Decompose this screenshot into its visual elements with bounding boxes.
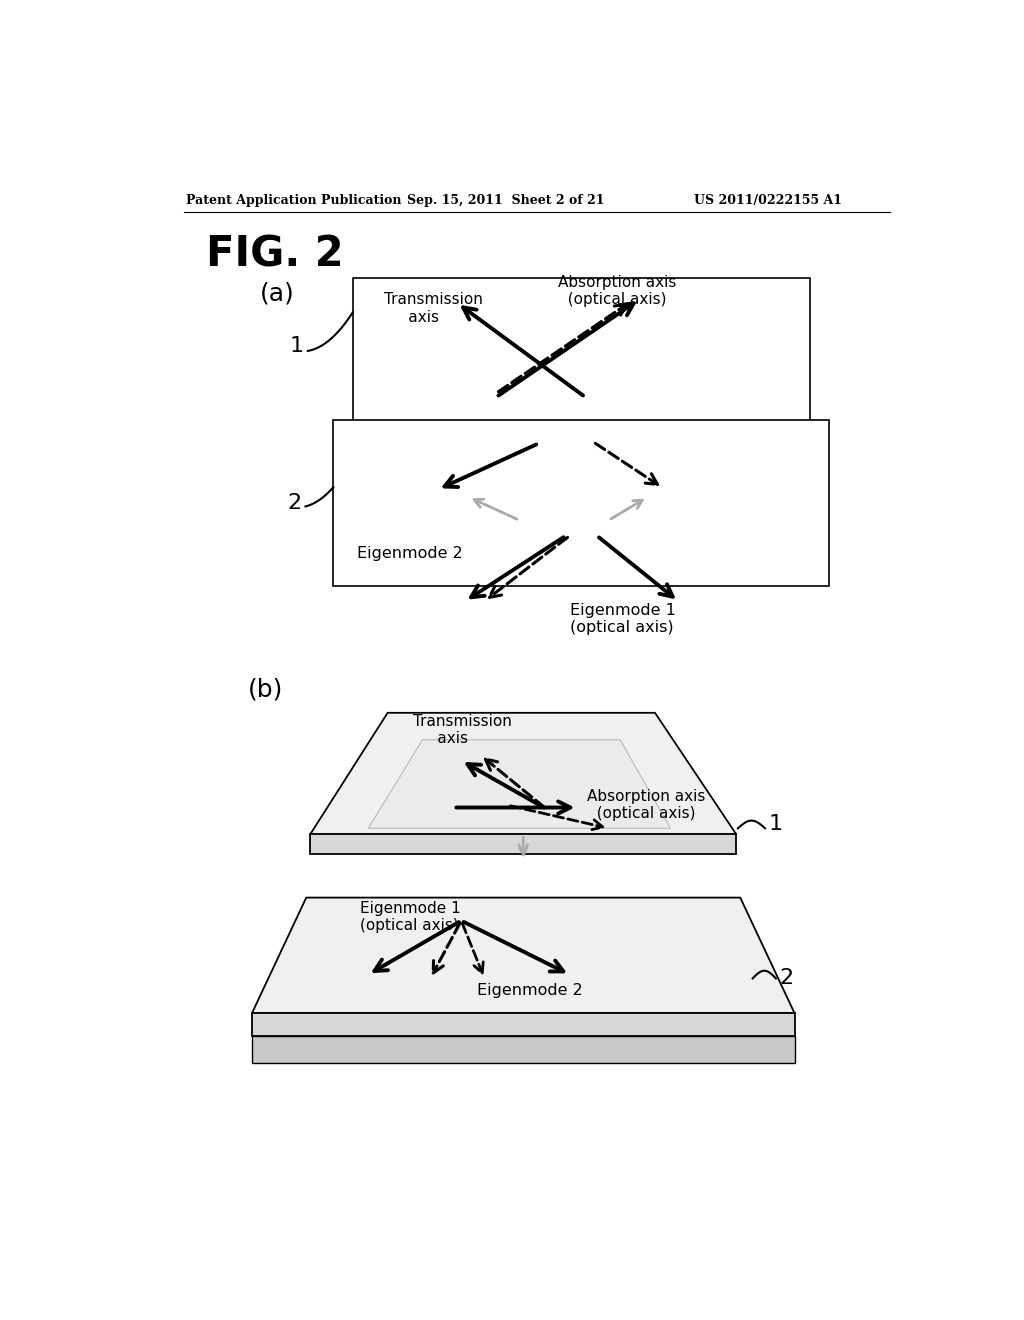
Text: 1: 1 <box>768 814 782 834</box>
Polygon shape <box>252 1014 795 1036</box>
Text: (b): (b) <box>248 677 284 702</box>
Text: (a): (a) <box>260 281 295 305</box>
Text: Eigenmode 1
(optical axis): Eigenmode 1 (optical axis) <box>569 603 676 635</box>
Bar <box>352 277 810 532</box>
Polygon shape <box>310 834 736 854</box>
Text: Eigenmode 2: Eigenmode 2 <box>477 982 583 998</box>
Text: Patent Application Publication: Patent Application Publication <box>186 194 401 207</box>
Text: Absorption axis
  (optical axis): Absorption axis (optical axis) <box>587 789 706 821</box>
Text: 2: 2 <box>779 969 794 989</box>
Text: Absorption axis
  (optical axis): Absorption axis (optical axis) <box>558 275 677 308</box>
Text: 2: 2 <box>288 494 302 513</box>
Text: US 2011/0222155 A1: US 2011/0222155 A1 <box>693 194 842 207</box>
Polygon shape <box>252 1036 795 1063</box>
Text: Transmission
     axis: Transmission axis <box>384 292 482 325</box>
Text: Sep. 15, 2011  Sheet 2 of 21: Sep. 15, 2011 Sheet 2 of 21 <box>407 194 604 207</box>
Text: Eigenmode 1
(optical axis): Eigenmode 1 (optical axis) <box>360 900 461 933</box>
Text: FIG. 2: FIG. 2 <box>206 234 343 276</box>
Text: Eigenmode 2: Eigenmode 2 <box>356 546 463 561</box>
Text: Transmission
     axis: Transmission axis <box>414 714 512 746</box>
Bar <box>334 420 829 586</box>
Polygon shape <box>310 713 736 834</box>
Polygon shape <box>369 739 671 829</box>
Text: 1: 1 <box>290 335 304 355</box>
Polygon shape <box>252 898 795 1014</box>
